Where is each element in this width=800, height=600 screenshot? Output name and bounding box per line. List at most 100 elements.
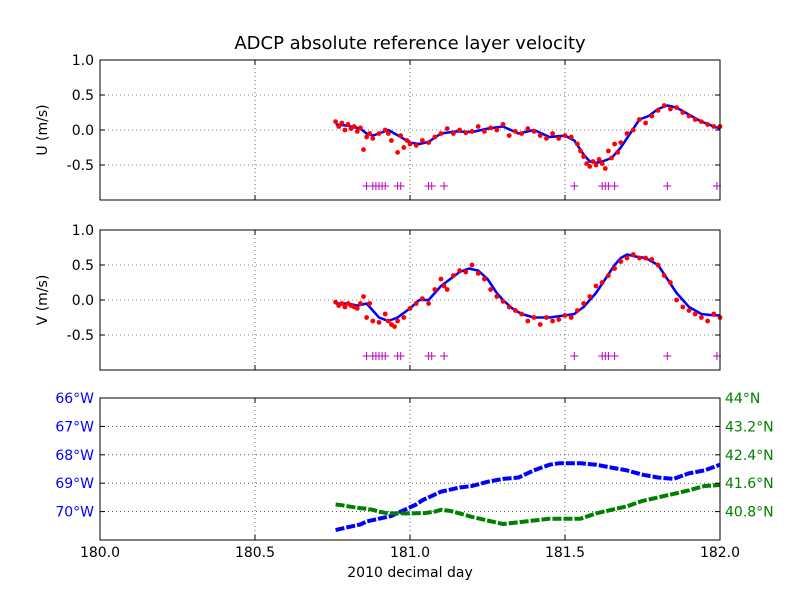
scatter-point [711,311,717,317]
x-tick-label: 180.0 [80,545,120,561]
scatter-point [395,150,400,155]
y-tick-label-left: 70°W [55,505,94,521]
scatter-point [705,122,710,127]
scatter-point [593,162,599,168]
scatter-point [531,129,537,134]
scatter-point [451,131,456,136]
scatter-point [575,308,580,313]
scatter-point [494,294,500,299]
scatter-point [602,166,608,171]
scatter-point [444,126,450,131]
y-tick-label-left: 69°W [55,476,94,492]
scatter-point [711,124,717,129]
scatter-point [575,141,580,147]
y-axis-label: V (m/s) [35,275,51,326]
scatter-point [385,131,391,136]
y-tick-label: 0.5 [72,88,94,104]
flag-marker [663,352,672,360]
scatter-point [537,322,543,327]
scatter-point [609,155,614,161]
scatter-point [382,127,388,133]
scatter-point [606,273,611,278]
scatter-point [342,127,348,133]
scatter-point [457,268,462,273]
x-tick-label: 181.5 [545,545,585,561]
flag-marker [610,182,619,190]
scatter-point [364,315,369,320]
scatter-point [643,255,648,261]
scatter-point [385,318,391,324]
scatter-point [506,304,512,310]
scatter-point [457,127,462,133]
scatter-point [550,318,555,324]
scatter-point [630,127,636,133]
scatter-point [358,125,363,131]
scatter-point [463,269,469,275]
scatter-point [339,120,345,126]
flag-marker [427,352,436,360]
flag-marker [381,352,390,360]
scatter-point [699,315,704,320]
y-tick-label-right: 44°N [725,391,760,407]
scatter-point [398,133,404,139]
scatter-point [376,131,382,136]
scatter-point [367,131,373,136]
scatter-point [525,126,531,131]
scatter-point [686,113,692,119]
scatter-point [469,262,475,268]
scatter-point [500,122,506,127]
scatter-point [413,143,419,148]
y-tick-label: -0.5 [67,158,94,174]
scatter-point [674,105,679,110]
scatter-point [568,315,574,320]
scatter-point [420,296,425,301]
panels: 1.0 0.5 0.0 -0.5 U (m/s) 1.0 0.5 0.0 -0.5 V (m/s)… [35,53,774,561]
scatter-point [562,133,568,139]
scatter-point [544,136,549,141]
scatter-point [637,117,642,122]
flag-marker [570,352,579,360]
scatter-point [599,280,605,285]
scatter-point [336,124,342,129]
y-tick-label: -0.5 [67,328,94,344]
position-panel: 66°W 67°W 68°W 69°W 70°W 44°N 43.2°N 42.4°N 41.6… [55,391,773,561]
scatter-point [649,257,655,262]
scatter-point [494,127,500,133]
scatter-point [674,297,679,303]
scatter-point [525,318,531,324]
scatter-point [612,266,617,271]
scatter-point [376,320,382,325]
x-tick-label: 181.0 [390,545,430,561]
scatter-point [444,287,450,292]
scatter-point [692,117,698,122]
scatter-point [361,147,366,153]
scatter-point [519,131,524,136]
scatter-point [333,119,338,124]
scatter-point [432,287,438,292]
scatter-point [624,255,630,261]
scatter-point [404,138,410,143]
scatter-point [618,140,624,146]
longitude-series-line [335,461,721,533]
scatter-point [488,287,493,292]
scatter-point [699,119,704,124]
scatter-point [596,157,602,162]
flag-marker [396,352,405,360]
y-tick-label: 0.0 [72,123,94,139]
flag-marker [381,182,390,190]
scatter-point [531,315,537,320]
scatter-point [599,161,605,167]
scatter-point [370,318,376,324]
y-axis-label: U (m/s) [35,104,51,155]
flag-marker [610,352,619,360]
x-tick-label: 182.0 [700,545,740,561]
scatter-point [618,259,624,264]
scatter-point [407,141,413,147]
scatter-point [680,304,686,310]
scatter-point [407,306,413,311]
scatter-point [339,301,345,306]
scatter-point [680,110,686,115]
scatter-point [568,134,574,140]
scatter-point [661,103,667,108]
